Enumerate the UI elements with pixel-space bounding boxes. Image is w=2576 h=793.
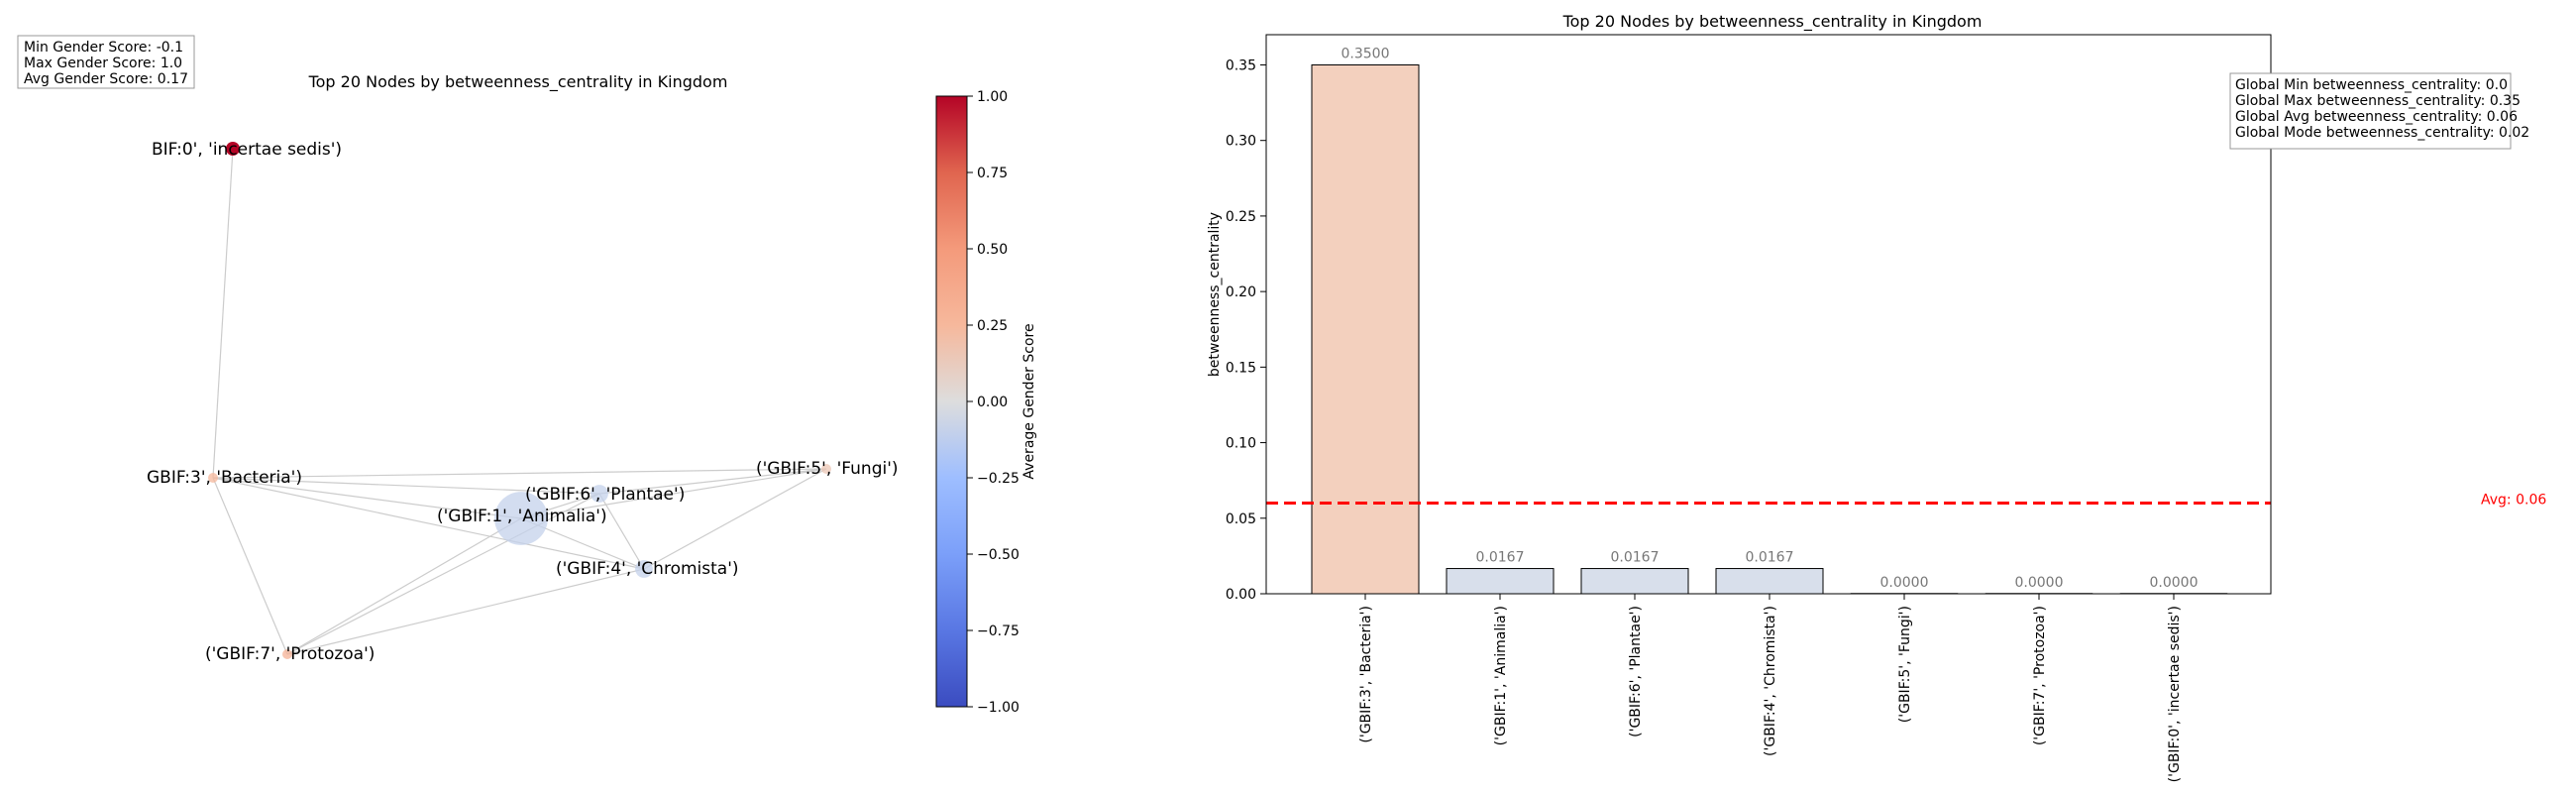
network-edge (286, 517, 522, 655)
network-node (821, 464, 831, 474)
y-axis-ticks: 0.00 0.05 0.10 0.15 0.20 0.25 0.30 0.35 (1226, 57, 1266, 603)
y-tick-label: 0.25 (1226, 209, 1256, 225)
y-axis-label: betweenness_centrality (1207, 212, 1223, 377)
y-tick-label: 0.20 (1226, 284, 1256, 300)
bar-value-label: 0.0167 (1611, 550, 1660, 566)
bar-title: Top 20 Nodes by betweenness_centrality i… (1562, 12, 1983, 32)
network-panel: Min Gender Score: -0.1 Max Gender Score:… (17, 35, 1037, 716)
bar-value-label: 0.0000 (2015, 575, 2064, 591)
network-edge (212, 468, 827, 479)
network-edge (212, 477, 645, 570)
network-edge (212, 148, 234, 479)
network-title: Top 20 Nodes by betweenness_centrality i… (308, 72, 728, 92)
x-tick-label: ('GBIF:7', 'Protozoa') (2032, 606, 2048, 745)
bar-stats-line-2: Global Max betweenness_centrality: 0.35 (2235, 93, 2521, 109)
x-axis-ticks: ('GBIF:3', 'Bacteria') ('GBIF:1', 'Animal… (1358, 594, 2183, 782)
y-tick-label: 0.35 (1226, 57, 1256, 73)
x-tick-label: ('GBIF:1', 'Animalia') (1493, 606, 1509, 745)
bar-stats-line-4: Global Mode betweenness_centrality: 0.02 (2235, 125, 2529, 141)
colorbar-tick-label: −0.25 (977, 471, 1020, 487)
network-node-label: ('GBIF:5', 'Fungi') (756, 459, 899, 479)
average-line-label: Avg: 0.06 (2481, 493, 2546, 509)
network-node-label: ('GBIF:6', 'Plantae') (525, 485, 685, 505)
bar-value-label: 0.0000 (1880, 575, 1929, 591)
network-node-label: BIF:0', 'incertae sedis') (152, 140, 342, 160)
bar-stats-box (2229, 72, 2512, 150)
x-tick-label: ('GBIF:5', 'Fungi') (1897, 606, 1913, 723)
network-edge (520, 468, 827, 519)
network-nodes (208, 142, 831, 659)
bar-value-label: 0.3500 (1342, 46, 1390, 61)
y-tick-label: 0.30 (1226, 134, 1256, 150)
network-edge (643, 468, 827, 570)
bar-value-label: 0.0000 (2150, 575, 2199, 591)
colorbar-tick-label: −0.75 (977, 623, 1020, 639)
network-edge (598, 468, 827, 495)
bar-axes-frame (1265, 34, 2272, 595)
y-tick-label: 0.00 (1226, 587, 1256, 603)
network-node-label: ('GBIF:1', 'Animalia') (437, 507, 607, 526)
bar (1311, 63, 1420, 595)
bar-stats-line-3: Global Avg betweenness_centrality: 0.06 (2235, 109, 2518, 125)
network-node-label: ('GBIF:4', 'Chromista') (556, 559, 739, 579)
bars (1311, 63, 2228, 595)
network-edge (598, 493, 645, 570)
colorbar-tick-label: 0.75 (977, 166, 1008, 181)
network-edge (212, 477, 288, 655)
y-tick-label: 0.15 (1226, 360, 1256, 376)
bar (1446, 568, 1555, 595)
colorbar-tick-label: 1.00 (977, 89, 1008, 105)
bar-panel: Top 20 Nodes by betweenness_centrality i… (1207, 12, 2546, 782)
bar (1580, 568, 1689, 595)
network-node (282, 649, 292, 659)
colorbar-label: Average Gender Score (1021, 323, 1037, 479)
colorbar-tick-label: 0.50 (977, 242, 1008, 258)
network-edge (212, 477, 522, 519)
network-node-label: GBIF:3', 'Bacteria') (147, 468, 302, 488)
colorbar-ticks: 1.00 0.75 0.50 0.25 0.00 −0.25 −0.50 −0.75 −1.00 (967, 89, 1020, 716)
y-tick-label: 0.05 (1226, 511, 1256, 527)
network-node (208, 473, 218, 483)
network-stats-line-3: Avg Gender Score: 0.17 (24, 71, 188, 87)
y-tick-label: 0.10 (1226, 436, 1256, 452)
colorbar-tick-label: 0.00 (977, 395, 1008, 410)
network-node (494, 492, 548, 545)
bar-stats-line-1: Global Min betweenness_centrality: 0.0 (2235, 77, 2508, 93)
bar-value-label: 0.0167 (1746, 550, 1794, 566)
x-tick-label: ('GBIF:6', 'Plantae') (1628, 606, 1644, 737)
network-node (635, 560, 653, 578)
colorbar-tick-label: −1.00 (977, 700, 1020, 716)
colorbar-tick-label: −0.50 (977, 547, 1020, 563)
network-edges (212, 148, 827, 655)
bar-value-labels: 0.3500 0.0167 0.0167 0.0167 0.0000 0.0000 0.00… (1342, 46, 2199, 591)
x-tick-label: ('GBIF:0', 'incertae sedis') (2167, 606, 2183, 782)
network-stats-line-2: Max Gender Score: 1.0 (24, 56, 182, 71)
colorbar-tick-label: 0.25 (977, 318, 1008, 334)
network-labels: BIF:0', 'incertae sedis') GBIF:3', 'Bacte… (147, 140, 899, 664)
network-stats-box (17, 35, 195, 89)
bar (1715, 568, 1824, 595)
network-node (226, 142, 240, 156)
network-node-label: ('GBIF:7', 'Protozoa') (205, 644, 375, 664)
network-edge (286, 568, 645, 655)
bar-value-label: 0.0167 (1476, 550, 1525, 566)
colorbar (935, 95, 968, 708)
network-node (590, 485, 608, 503)
network-edge (212, 477, 600, 495)
x-tick-label: ('GBIF:3', 'Bacteria') (1358, 606, 1374, 743)
x-tick-label: ('GBIF:4', 'Chromista') (1763, 606, 1778, 756)
network-stats-line-1: Min Gender Score: -0.1 (24, 40, 183, 56)
